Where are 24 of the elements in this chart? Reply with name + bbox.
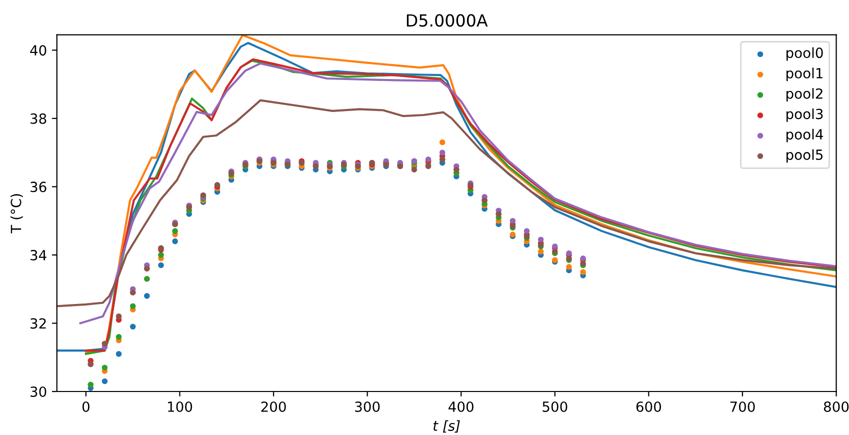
y-axis-title: T (°C) — [10, 194, 23, 234]
y-tick-label: 36 — [30, 182, 46, 192]
x-tick-label: 600 — [636, 401, 662, 412]
x-tick-label: 800 — [824, 401, 849, 412]
chart-title: D5.0000A — [406, 14, 488, 27]
x-axis-title: t [s] — [433, 420, 460, 433]
y-tick-label: 32 — [30, 318, 46, 329]
x-tick-label: 100 — [168, 401, 192, 412]
legend-label: pool0 — [786, 47, 823, 61]
legend-label: pool3 — [786, 108, 823, 122]
y-tick-label: 34 — [30, 250, 46, 260]
x-tick-label: 300 — [355, 401, 380, 412]
x-tick-label: 500 — [542, 401, 568, 412]
legend-label: pool5 — [786, 149, 823, 163]
x-tick-label: 400 — [448, 401, 474, 412]
x-tick-label: 700 — [730, 401, 755, 412]
legend-label: pool1 — [786, 68, 822, 82]
legend-label: pool4 — [786, 128, 823, 142]
legend-label: pool2 — [786, 88, 822, 102]
x-tick-label: 0 — [82, 401, 90, 412]
y-tick-label: 38 — [30, 113, 46, 124]
x-tick-label: 200 — [261, 401, 286, 412]
y-tick-label: 40 — [30, 45, 46, 56]
y-tick-label: 30 — [30, 386, 46, 397]
